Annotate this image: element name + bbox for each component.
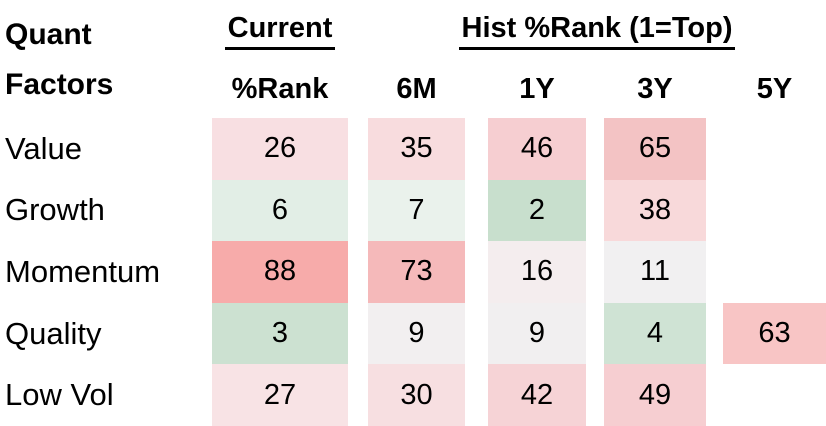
heatmap-cell-value-current: 26: [212, 118, 348, 180]
current-group-header: Current: [212, 0, 348, 118]
column-header-current-rank: %Rank: [231, 73, 329, 105]
row-label-low-vol: Low Vol: [5, 377, 114, 413]
heatmap-cell-growth-current: 6: [212, 179, 348, 242]
row-header-title-line2: Factors: [5, 68, 114, 101]
heatmap-cell-quality-1y: 9: [488, 302, 586, 365]
heatmap-cell-low-vol-5y: [723, 364, 826, 426]
row-label-growth: Growth: [5, 192, 105, 228]
row-header-title-line1: Quant: [5, 18, 92, 51]
heatmap-cell-growth-3y: 38: [604, 179, 706, 242]
heatmap-cell-quality-3y: 4: [604, 302, 706, 365]
row-label-quality: Quality: [5, 315, 102, 351]
heatmap-cell-quality-5y: 63: [723, 302, 826, 365]
heatmap-cell-low-vol-1y: 42: [488, 364, 586, 426]
heatmap-cell-momentum-5y: [723, 241, 826, 303]
heatmap-cell-momentum-3y: 11: [604, 241, 706, 303]
column-header-6m: 6M: [396, 73, 437, 105]
heatmap-cell-value-3y: 65: [604, 118, 706, 180]
heatmap-cell-low-vol-6m: 30: [368, 364, 465, 426]
hist-group-header: Hist %Rank (1=Top): [368, 0, 826, 118]
heatmap-cell-growth-1y: 2: [488, 179, 586, 242]
row-header-title: Quant Factors: [0, 0, 212, 118]
row-label-momentum: Momentum: [5, 253, 161, 289]
heatmap-cell-growth-6m: 7: [368, 179, 465, 242]
heatmap-cell-quality-6m: 9: [368, 302, 465, 365]
heatmap-cell-low-vol-current: 27: [212, 364, 348, 426]
column-header-1y: 1Y: [519, 73, 555, 105]
heatmap-cell-value-1y: 46: [488, 118, 586, 180]
heatmap-cell-quality-current: 3: [212, 302, 348, 365]
heatmap-cell-low-vol-3y: 49: [604, 364, 706, 426]
heatmap-cell-growth-5y: [723, 180, 826, 242]
heatmap-cell-momentum-current: 88: [212, 241, 348, 303]
current-group-header-label: Current: [224, 12, 336, 50]
row-label-value: Value: [5, 130, 82, 166]
column-header-5y: 5Y: [756, 73, 793, 105]
heatmap-cell-momentum-6m: 73: [368, 241, 465, 303]
heatmap-cell-value-5y: [723, 118, 826, 180]
column-header-3y: 3Y: [637, 73, 673, 105]
heatmap-cell-momentum-1y: 16: [488, 241, 586, 303]
heatmap-cell-value-6m: 35: [368, 118, 465, 180]
hist-group-header-label: Hist %Rank (1=Top): [458, 12, 736, 50]
